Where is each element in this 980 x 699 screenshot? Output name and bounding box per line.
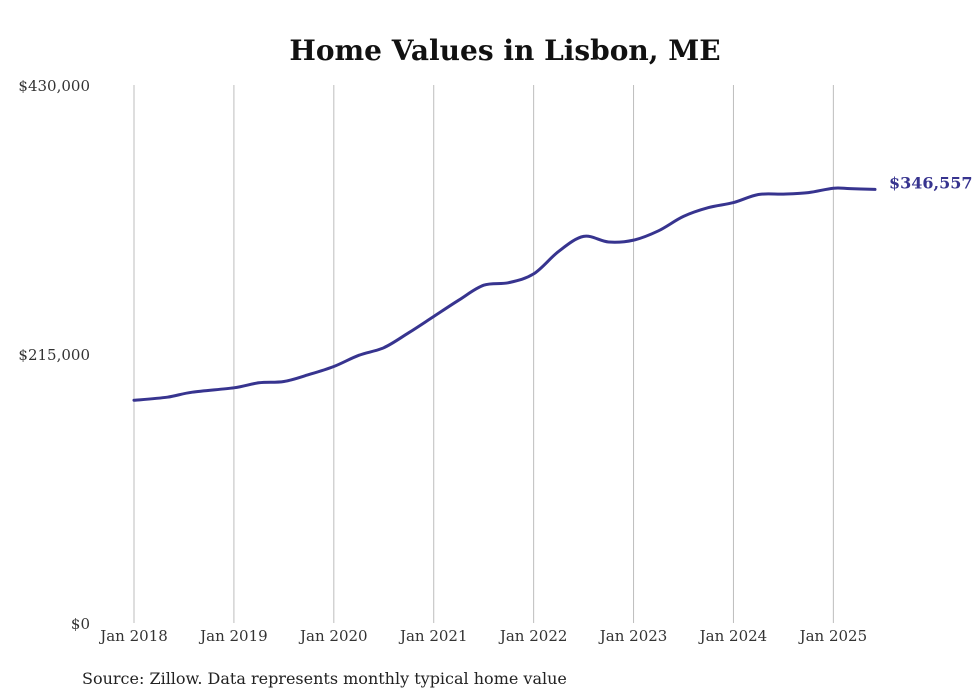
series-layer: $346,557 <box>132 173 973 402</box>
x-tick-label-2: Jan 2020 <box>298 627 368 645</box>
x-tick-label-0: Jan 2018 <box>98 627 168 645</box>
x-tick-label-1: Jan 2019 <box>198 627 268 645</box>
y-tick-label-1: $215,000 <box>18 346 90 364</box>
x-tick-label-4: Jan 2022 <box>498 627 568 645</box>
x-axis-ticks: Jan 2018 Jan 2019 Jan 2020 Jan 2021 Jan 2022… <box>98 627 867 645</box>
source-note: Source: Zillow. Data represents monthly … <box>82 669 567 688</box>
chart-title: Home Values in Lisbon, ME <box>289 34 720 67</box>
grid-lines <box>133 85 834 623</box>
y-axis-ticks: $0 $215,000 $430,000 <box>18 77 90 633</box>
x-tick-label-5: Jan 2023 <box>598 627 668 645</box>
end-value-label: $346,557 <box>889 173 973 192</box>
series-line-0 <box>132 186 877 402</box>
x-tick-label-3: Jan 2021 <box>398 627 468 645</box>
x-tick-label-6: Jan 2024 <box>698 627 768 645</box>
y-tick-label-2: $430,000 <box>18 77 90 95</box>
x-tick-label-7: Jan 2025 <box>798 627 868 645</box>
y-tick-label-0: $0 <box>71 615 90 633</box>
